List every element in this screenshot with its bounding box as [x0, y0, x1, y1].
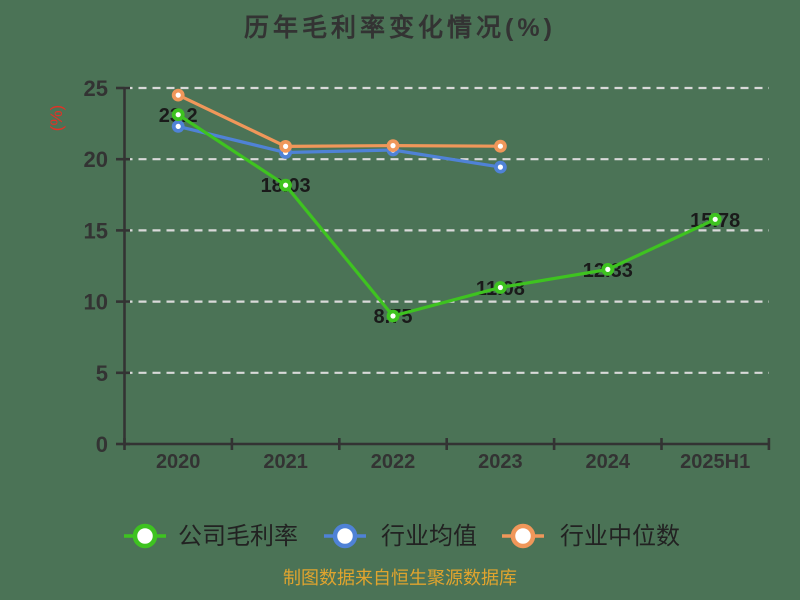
svg-text:2020: 2020: [156, 451, 201, 473]
svg-text:(%): (%): [47, 105, 66, 131]
svg-text:公司毛利率: 公司毛利率: [178, 523, 298, 550]
svg-text:2023: 2023: [478, 451, 523, 473]
svg-text:0: 0: [96, 432, 108, 457]
svg-text:2021: 2021: [263, 451, 308, 473]
svg-text:20: 20: [84, 147, 108, 172]
svg-text:25: 25: [84, 76, 108, 101]
svg-text:行业中位数: 行业中位数: [560, 523, 680, 550]
svg-text:2025H1: 2025H1: [680, 451, 750, 473]
svg-text:制图数据来自恒生聚源数据库: 制图数据来自恒生聚源数据库: [283, 568, 517, 588]
svg-text:15: 15: [84, 218, 108, 243]
svg-text:行业均值: 行业均值: [381, 523, 477, 550]
svg-text:10: 10: [84, 290, 108, 315]
svg-text:2024: 2024: [586, 451, 631, 473]
svg-text:2022: 2022: [371, 451, 416, 473]
svg-text:5: 5: [96, 361, 108, 386]
